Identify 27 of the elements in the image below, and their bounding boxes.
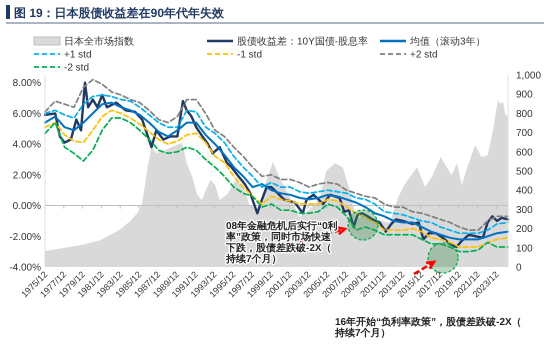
y-tick-label: 4.00% [12, 140, 42, 151]
chart-title: 图 19：日本股债收益差在90年代年失效 [14, 6, 226, 20]
y2-tick-label: 0 [516, 262, 522, 274]
y2-tick-label: 700 [516, 128, 534, 140]
y2-tick-label: 100 [516, 243, 534, 254]
legend-label: +1 std [64, 50, 92, 60]
y2-tick-label: 800 [516, 108, 534, 120]
y-tick-label: 0.00% [12, 201, 42, 212]
y2-tick-label: 600 [516, 147, 534, 158]
legend-label: +2 std [410, 50, 438, 60]
y2-tick-label: 300 [516, 204, 534, 216]
y-tick-label: 8.00% [12, 78, 42, 90]
y2-tick-label: 900 [516, 90, 534, 101]
legend-label: 均值（滚动3年） [409, 36, 486, 48]
y-tick-label: -2.00% [9, 232, 42, 243]
legend-label: 日本全市场指数 [64, 36, 134, 48]
y2-tick-label: 1,000 [516, 70, 542, 82]
legend-label: -1 std [237, 50, 262, 60]
y2-tick-label: 500 [516, 166, 534, 178]
text: 16年开始“负利率政策”，股债差跌破-2X（持续7个月） [334, 316, 522, 339]
y-tick-label: 6.00% [12, 108, 42, 120]
y-tick-label: -4.00% [9, 262, 42, 274]
y-tick-label: 2.00% [12, 170, 42, 182]
y2-tick-label: 400 [516, 186, 534, 197]
legend-label: 股债收益差：10Y国债-股息率 [237, 36, 368, 48]
legend-label: -2 std [64, 62, 90, 74]
y2-tick-label: 200 [516, 224, 534, 236]
